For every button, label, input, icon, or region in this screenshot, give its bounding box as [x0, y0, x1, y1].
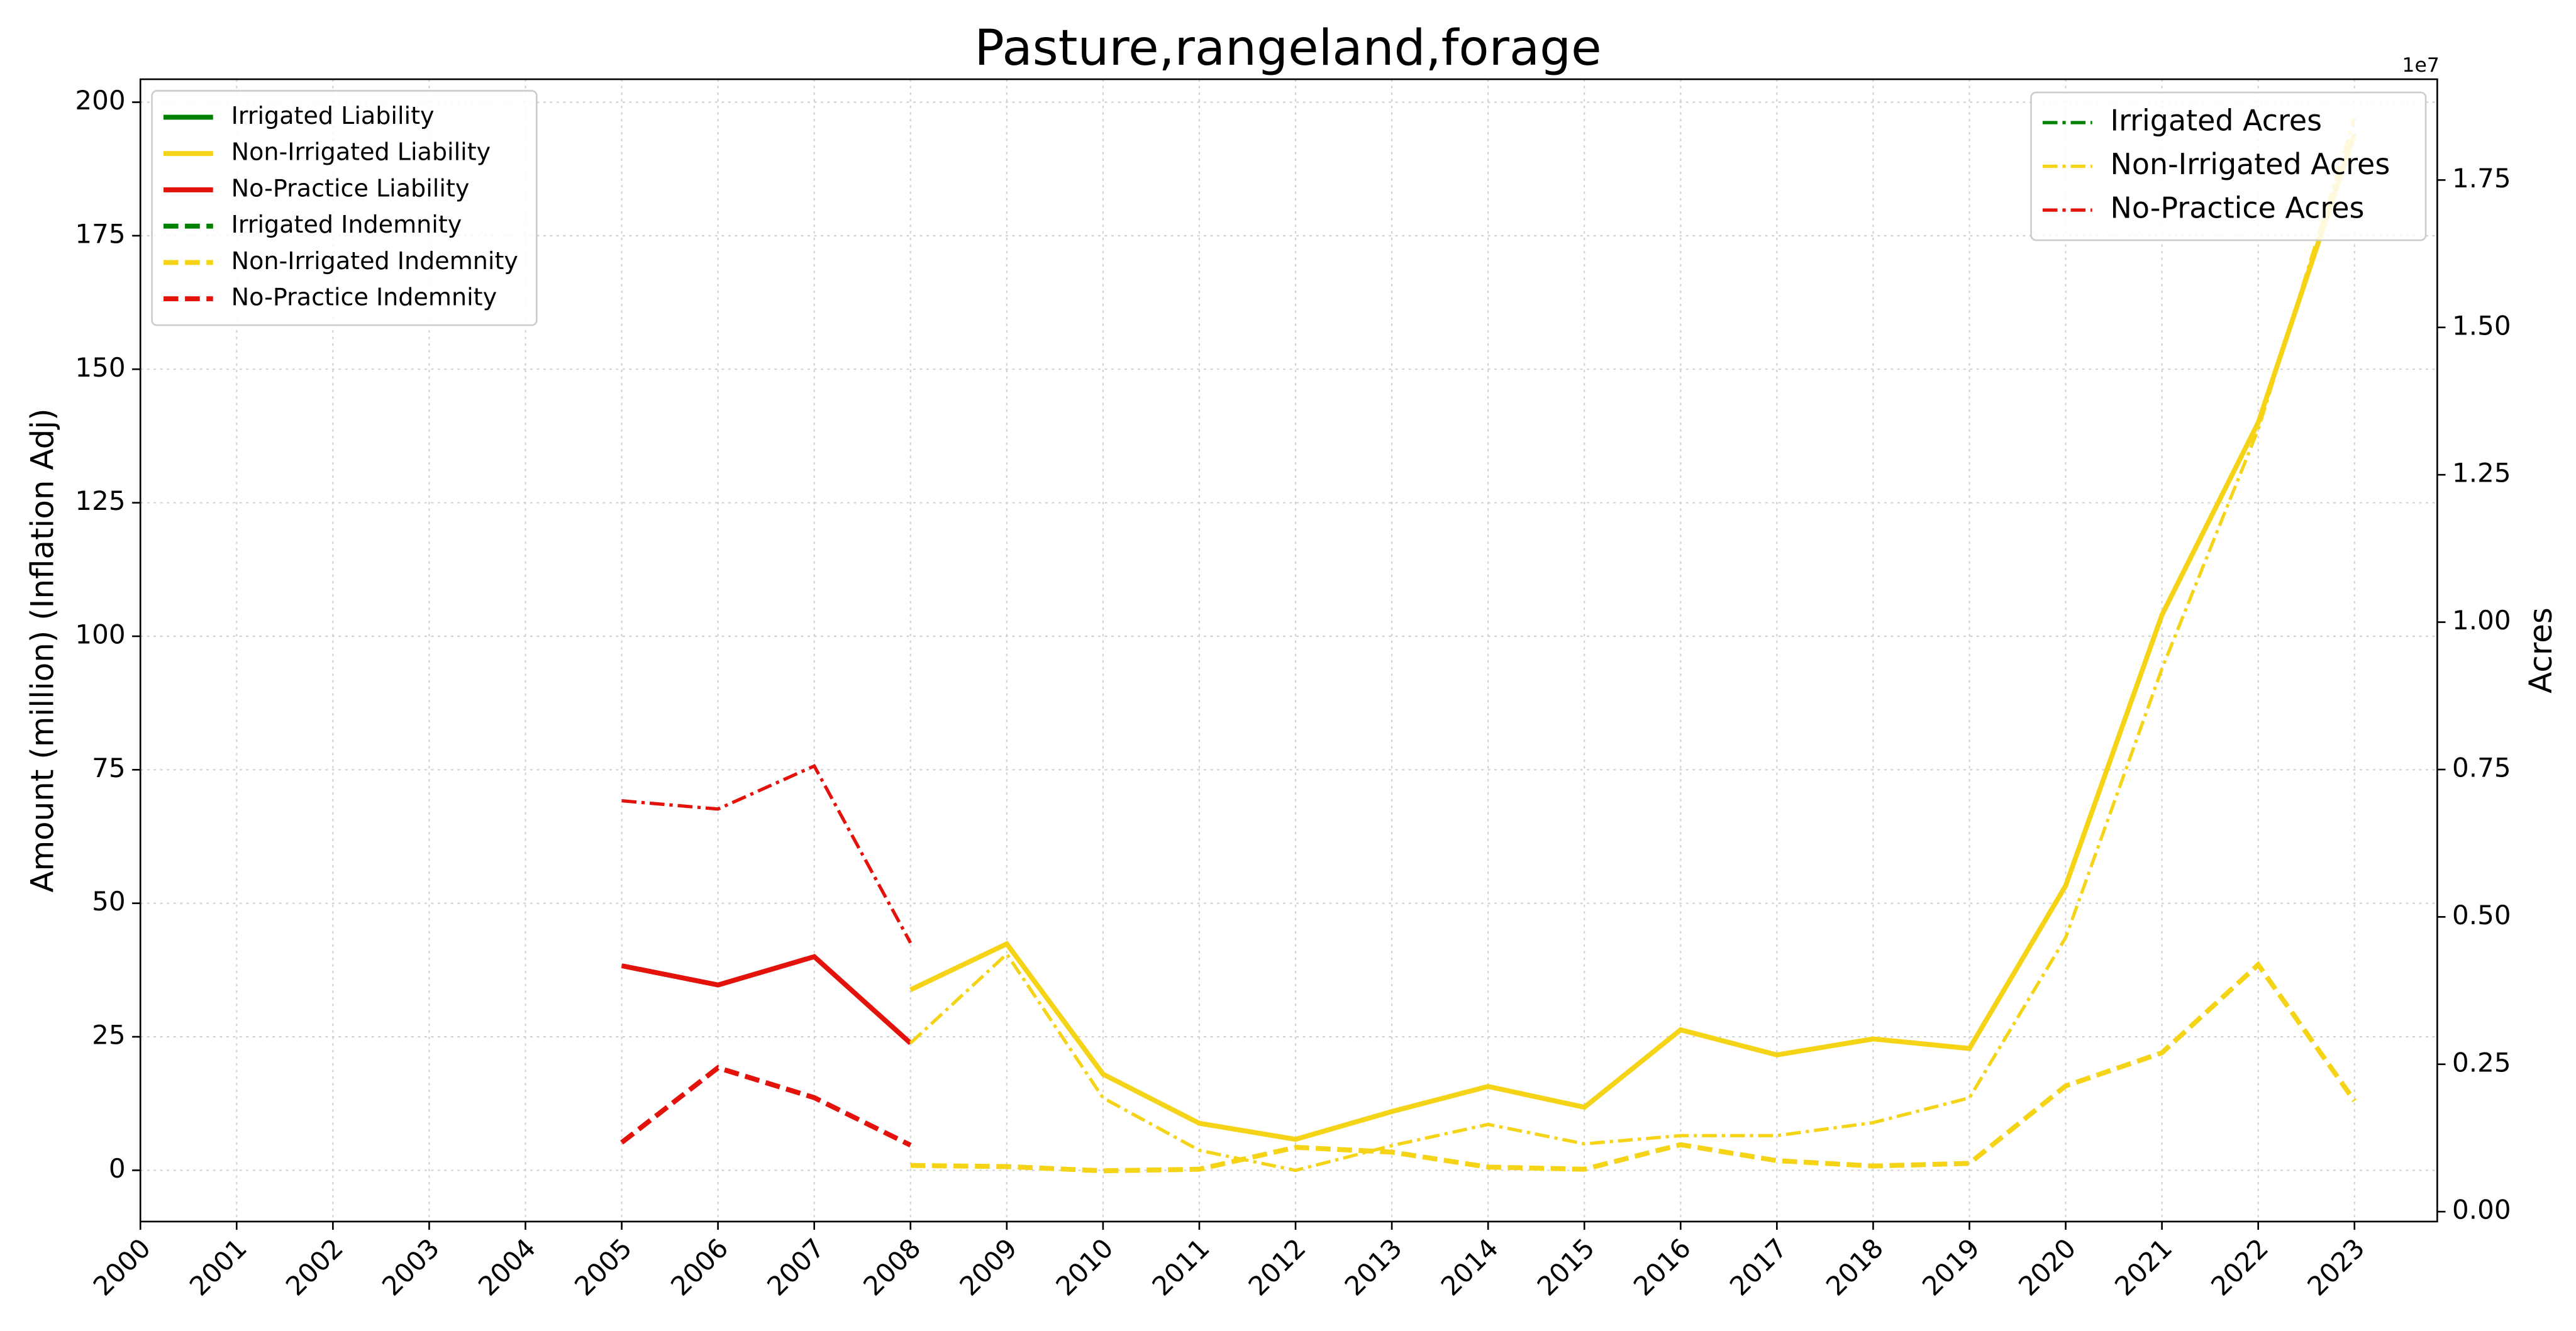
- y2-tick-label: 1.50: [2452, 310, 2511, 341]
- plot-frame: [139, 78, 2438, 1223]
- y-tick-label: 25: [92, 1020, 125, 1051]
- y-tick-label: 75: [92, 753, 125, 783]
- legend-label: No-Practice Liability: [231, 174, 470, 202]
- y2-tick-label: 0.00: [2452, 1195, 2511, 1225]
- y-tick-label: 200: [75, 85, 125, 116]
- y2-tick-label: 1.00: [2452, 605, 2511, 636]
- series-line: [909, 133, 2357, 1142]
- chart-title: Pasture,rangeland,forage: [974, 19, 1601, 77]
- y-tick-label: 175: [75, 218, 125, 249]
- legend: Irrigated Liability Non-Irrigated Liabili…: [151, 90, 538, 326]
- y2-offset-label: 1e7: [2402, 54, 2439, 77]
- legend: Irrigated Acres Non-Irrigated Acres No-Pra…: [2030, 91, 2427, 241]
- legend-label: Non-Irrigated Acres: [2111, 147, 2390, 181]
- legend-label: Irrigated Acres: [2111, 103, 2323, 137]
- legend-label: Irrigated Indemnity: [231, 211, 462, 238]
- y-tick-label: 125: [75, 485, 125, 516]
- y-tick-label: 100: [75, 619, 125, 649]
- y2-tick-label: 0.75: [2452, 752, 2511, 783]
- legend-frame: [151, 90, 538, 326]
- legend-label: Irrigated Liability: [231, 102, 435, 130]
- y2-axis-label: Acres: [2523, 607, 2559, 693]
- y-axis-label: Amount (million) (Inflation Adj): [24, 408, 60, 892]
- series-line: [621, 763, 913, 944]
- y2-tick-label: 0.50: [2452, 900, 2511, 931]
- legend-label: No-Practice Acres: [2111, 191, 2365, 225]
- series-line: [910, 961, 2357, 1174]
- y2-tick-label: 1.75: [2452, 163, 2511, 194]
- legend-label: Non-Irrigated Liability: [231, 138, 491, 166]
- legend-frame: [2030, 91, 2427, 241]
- series-line: [621, 954, 913, 1046]
- y-tick-label: 50: [92, 886, 125, 917]
- legend-label: No-Practice Indemnity: [231, 284, 497, 311]
- legend-label: Non-Irrigated Indemnity: [231, 247, 518, 275]
- y-tick-label: 150: [75, 352, 125, 383]
- y2-tick-label: 0.25: [2452, 1047, 2511, 1078]
- series-line: [909, 118, 2357, 1173]
- y-tick-label: 0: [109, 1153, 126, 1184]
- y2-tick-label: 1.25: [2452, 458, 2511, 489]
- series-line: [620, 1064, 912, 1147]
